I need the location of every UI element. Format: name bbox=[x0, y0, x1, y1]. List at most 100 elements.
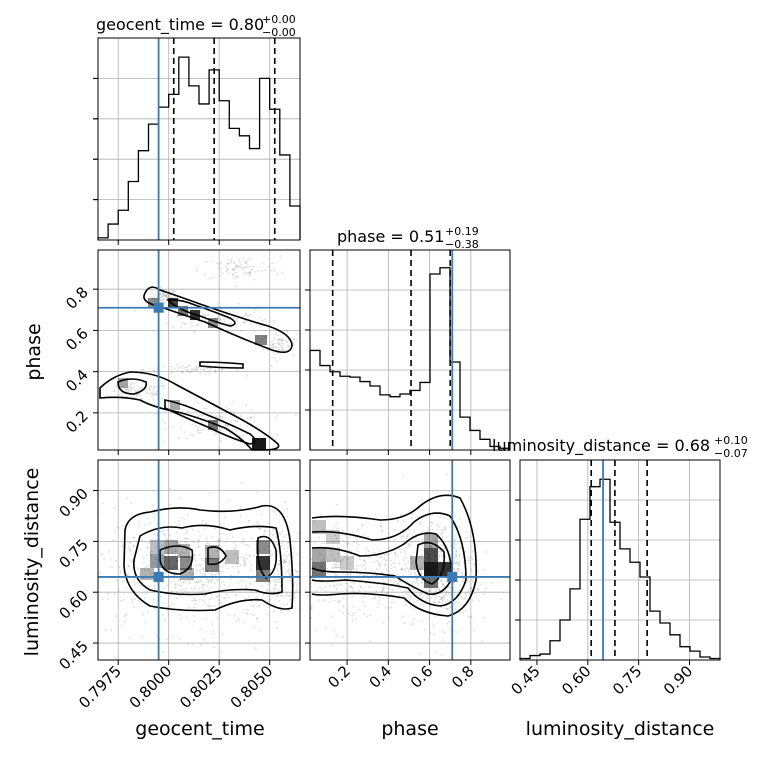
scatter-points bbox=[255, 329, 298, 367]
scatter-point bbox=[195, 599, 197, 602]
scatter-point bbox=[454, 562, 456, 565]
scatter-point bbox=[190, 587, 193, 590]
scatter-point bbox=[161, 295, 164, 298]
scatter-point bbox=[413, 530, 416, 533]
scatter-point bbox=[459, 546, 461, 549]
scatter-point bbox=[123, 387, 126, 389]
scatter-point bbox=[362, 587, 364, 590]
scatter-point bbox=[243, 562, 246, 565]
scatter-point bbox=[193, 620, 196, 623]
y-tick-label: 0.6 bbox=[62, 325, 92, 355]
scatter-point bbox=[429, 545, 432, 548]
scatter-point bbox=[179, 588, 181, 591]
scatter-point bbox=[297, 570, 300, 573]
scatter-point bbox=[348, 568, 351, 571]
scatter-point bbox=[227, 259, 230, 262]
scatter-point bbox=[333, 629, 335, 632]
scatter-point bbox=[276, 627, 278, 630]
scatter-point bbox=[483, 568, 486, 571]
scatter-point bbox=[78, 533, 80, 535]
scatter-point bbox=[202, 583, 204, 586]
phase-title: phase = 0.51 bbox=[337, 227, 444, 246]
scatter-point bbox=[454, 553, 457, 556]
scatter-point bbox=[389, 559, 392, 562]
scatter-point bbox=[132, 544, 135, 547]
scatter-point bbox=[269, 533, 272, 535]
scatter-point bbox=[262, 348, 265, 351]
scatter-point bbox=[462, 580, 464, 583]
scatter-point bbox=[429, 604, 432, 607]
density-cell bbox=[424, 548, 438, 562]
scatter-point bbox=[243, 608, 246, 611]
scatter-point bbox=[350, 585, 353, 588]
scatter-point bbox=[140, 539, 143, 542]
scatter-point bbox=[457, 570, 460, 573]
panel-frame bbox=[519, 459, 721, 661]
scatter-point bbox=[152, 562, 154, 565]
scatter-point bbox=[147, 568, 150, 571]
scatter-point bbox=[100, 554, 103, 556]
scatter-point bbox=[382, 588, 385, 591]
scatter-point bbox=[209, 605, 212, 607]
scatter-point bbox=[211, 574, 214, 577]
scatter-point bbox=[118, 566, 121, 569]
scatter-point bbox=[269, 581, 271, 584]
scatter-point bbox=[149, 572, 152, 575]
scatter-point bbox=[82, 558, 84, 560]
density-cell bbox=[178, 306, 188, 316]
scatter-point bbox=[336, 552, 339, 555]
scatter-point bbox=[416, 539, 419, 542]
scatter-point bbox=[381, 589, 384, 592]
scatter-point bbox=[171, 291, 174, 294]
scatter-point bbox=[165, 300, 167, 303]
scatter-point bbox=[169, 581, 172, 583]
scatter-point bbox=[148, 392, 150, 395]
scatter-point bbox=[388, 553, 390, 555]
scatter-point bbox=[403, 622, 406, 625]
scatter-point bbox=[163, 441, 166, 443]
scatter-point bbox=[352, 591, 355, 593]
scatter-point bbox=[276, 544, 278, 546]
scatter-point bbox=[265, 613, 268, 616]
scatter-point bbox=[437, 525, 440, 528]
scatter-point bbox=[304, 542, 306, 544]
scatter-point bbox=[281, 338, 284, 341]
scatter-point bbox=[244, 586, 247, 589]
scatter-point bbox=[453, 547, 456, 550]
scatter-point bbox=[278, 600, 281, 602]
scatter-point bbox=[364, 561, 367, 564]
scatter-point bbox=[242, 257, 245, 260]
scatter-point bbox=[132, 545, 135, 548]
scatter-point bbox=[153, 586, 156, 589]
density-cell bbox=[312, 562, 326, 576]
scatter-point bbox=[195, 368, 197, 371]
scatter-point bbox=[126, 388, 129, 391]
scatter-point bbox=[197, 401, 200, 404]
scatter-point bbox=[179, 578, 182, 581]
scatter-point bbox=[245, 584, 247, 587]
scatter-point bbox=[221, 411, 224, 414]
density-cell bbox=[340, 556, 354, 570]
scatter-point bbox=[218, 540, 221, 543]
scatter-point bbox=[447, 592, 450, 595]
scatter-point bbox=[306, 573, 308, 575]
scatter-point bbox=[252, 614, 255, 617]
scatter-point bbox=[397, 587, 400, 589]
scatter-point bbox=[385, 514, 388, 517]
scatter-point bbox=[339, 561, 342, 563]
scatter-point bbox=[281, 561, 284, 563]
x-tick-label: 0.8050 bbox=[227, 662, 277, 712]
scatter-point bbox=[274, 536, 277, 539]
scatter-point bbox=[175, 591, 178, 593]
scatter-point bbox=[458, 631, 460, 633]
scatter-point bbox=[406, 580, 409, 583]
scatter-point bbox=[193, 554, 196, 557]
scatter-point bbox=[128, 548, 131, 551]
scatter-point bbox=[197, 530, 200, 533]
scatter-point bbox=[286, 603, 289, 605]
scatter-point bbox=[433, 601, 436, 603]
scatter-point bbox=[163, 533, 166, 536]
scatter-point bbox=[448, 599, 451, 602]
scatter-point bbox=[476, 588, 479, 591]
scatter-point bbox=[390, 579, 393, 582]
